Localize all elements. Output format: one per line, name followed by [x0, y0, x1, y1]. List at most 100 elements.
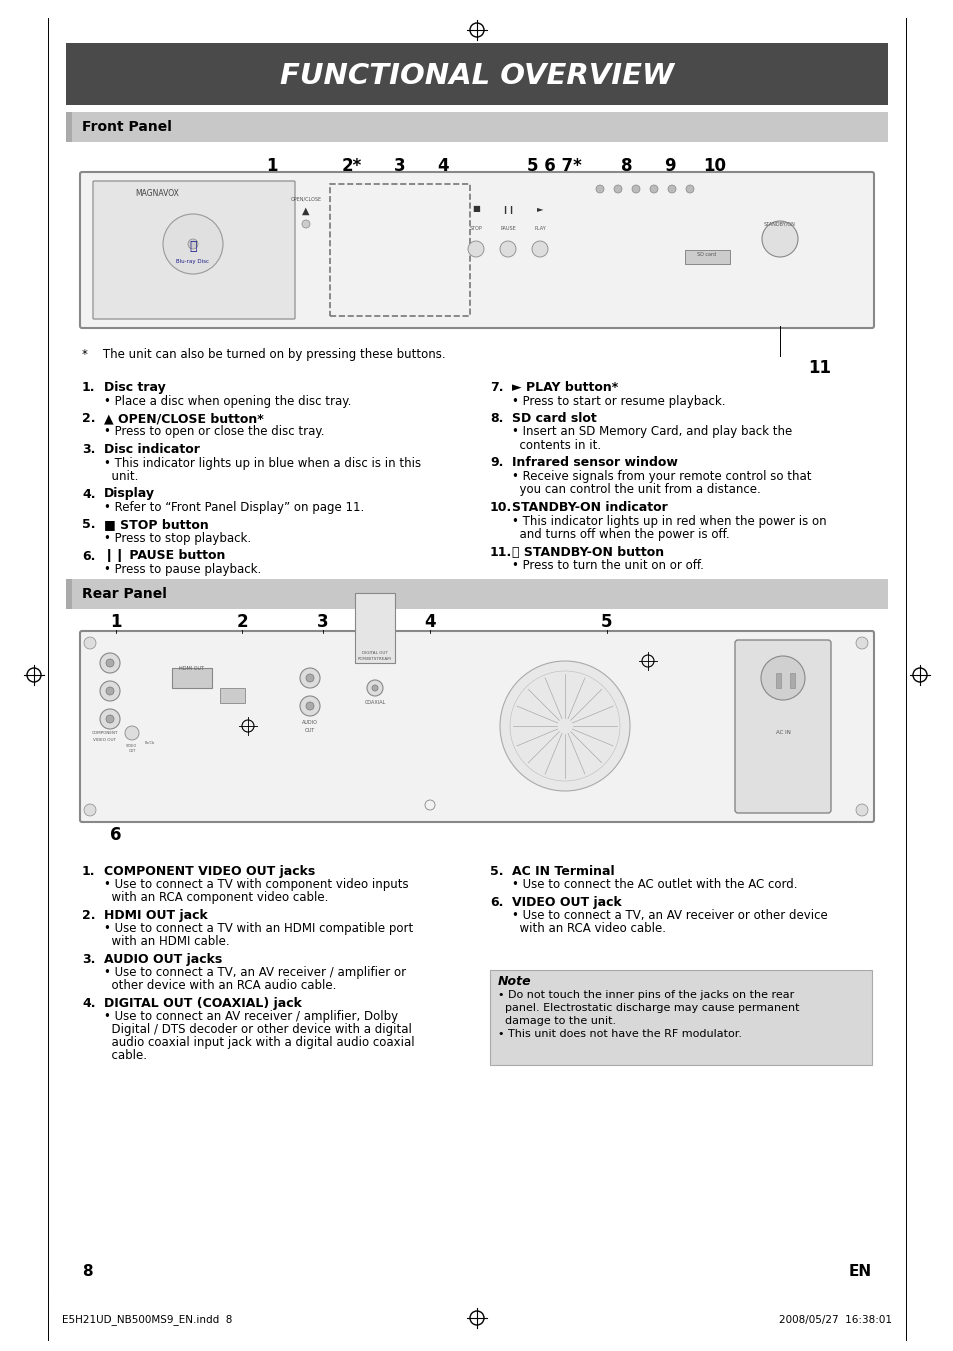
Text: 4.: 4. — [82, 488, 95, 500]
Text: • Use to connect a TV, an AV receiver / amplifier or: • Use to connect a TV, an AV receiver / … — [104, 966, 406, 979]
Circle shape — [367, 680, 382, 696]
Circle shape — [372, 685, 377, 690]
Circle shape — [100, 681, 120, 701]
Text: 1.: 1. — [82, 865, 95, 878]
FancyBboxPatch shape — [80, 172, 873, 328]
Text: cable.: cable. — [104, 1048, 147, 1062]
Text: ❙❙: ❙❙ — [500, 204, 515, 213]
Bar — [66, 43, 887, 105]
Circle shape — [106, 688, 113, 694]
Text: 3.: 3. — [82, 952, 95, 966]
Text: Pb/Cb: Pb/Cb — [145, 740, 155, 744]
Text: • Press to start or resume playback.: • Press to start or resume playback. — [512, 394, 724, 408]
Text: 9: 9 — [663, 157, 675, 176]
Circle shape — [499, 661, 629, 790]
Text: DIGITAL OUT: DIGITAL OUT — [362, 651, 388, 655]
Text: Rear Panel: Rear Panel — [82, 586, 167, 601]
Text: • Insert an SD Memory Card, and play back the: • Insert an SD Memory Card, and play bac… — [512, 426, 791, 439]
Text: MAGNAVOX: MAGNAVOX — [135, 189, 178, 199]
Text: Blu-ray Disc: Blu-ray Disc — [176, 259, 210, 265]
Text: ▲ OPEN/CLOSE button*: ▲ OPEN/CLOSE button* — [104, 412, 263, 426]
Circle shape — [596, 185, 603, 193]
Text: 1.: 1. — [82, 381, 95, 394]
Text: 2.: 2. — [82, 909, 95, 921]
Text: • Use to connect the AC outlet with the AC cord.: • Use to connect the AC outlet with the … — [512, 878, 797, 892]
Text: COMPONENT VIDEO OUT jacks: COMPONENT VIDEO OUT jacks — [104, 865, 314, 878]
Text: • Use to connect a TV with component video inputs: • Use to connect a TV with component vid… — [104, 878, 408, 892]
Text: • Place a disc when opening the disc tray.: • Place a disc when opening the disc tra… — [104, 394, 351, 408]
Text: 6: 6 — [111, 825, 122, 844]
Circle shape — [125, 725, 139, 740]
Text: • This indicator lights up in red when the power is on: • This indicator lights up in red when t… — [512, 515, 825, 527]
Circle shape — [100, 709, 120, 730]
Circle shape — [299, 696, 319, 716]
Circle shape — [685, 185, 693, 193]
Text: FUNCTIONAL OVERVIEW: FUNCTIONAL OVERVIEW — [279, 62, 674, 91]
Bar — [66, 580, 71, 609]
Text: 1: 1 — [266, 157, 277, 176]
Text: PCM/BITSTREAM: PCM/BITSTREAM — [357, 657, 392, 661]
Text: Ⓑ: Ⓑ — [189, 240, 196, 254]
Text: AC IN: AC IN — [775, 731, 790, 735]
Bar — [220, 688, 245, 703]
Text: Disc tray: Disc tray — [104, 381, 166, 394]
Circle shape — [84, 804, 96, 816]
Text: • Do not touch the inner pins of the jacks on the rear: • Do not touch the inner pins of the jac… — [497, 990, 794, 1000]
Circle shape — [631, 185, 639, 193]
Text: • Use to connect an AV receiver / amplifier, Dolby: • Use to connect an AV receiver / amplif… — [104, 1011, 397, 1023]
Text: • Press to stop playback.: • Press to stop playback. — [104, 532, 251, 544]
Circle shape — [100, 653, 120, 673]
Circle shape — [106, 715, 113, 723]
Text: Infrared sensor window: Infrared sensor window — [512, 457, 678, 470]
Text: OUT: OUT — [305, 727, 314, 732]
Text: 1: 1 — [111, 613, 122, 631]
Text: OPEN/CLOSE: OPEN/CLOSE — [290, 196, 321, 201]
Text: 6.: 6. — [490, 896, 503, 909]
Text: ►: ► — [537, 204, 542, 213]
Bar — [775, 673, 781, 688]
Circle shape — [855, 804, 867, 816]
Text: • Refer to “Front Panel Display” on page 11.: • Refer to “Front Panel Display” on page… — [104, 501, 364, 513]
Text: 5 6 7*: 5 6 7* — [526, 157, 580, 176]
Text: ■: ■ — [472, 204, 479, 213]
Text: E5H21UD_NB500MS9_EN.indd  8: E5H21UD_NB500MS9_EN.indd 8 — [62, 1315, 233, 1325]
Circle shape — [106, 659, 113, 667]
Text: PLAY: PLAY — [534, 227, 545, 231]
Text: VIDEO: VIDEO — [127, 744, 137, 748]
Bar — [330, 184, 470, 316]
Bar — [490, 970, 871, 1065]
Text: AUDIO OUT jacks: AUDIO OUT jacks — [104, 952, 222, 966]
Text: STOP: STOP — [469, 227, 482, 231]
Text: COAXIAL: COAXIAL — [364, 701, 385, 705]
Text: 10.: 10. — [490, 501, 512, 513]
Text: other device with an RCA audio cable.: other device with an RCA audio cable. — [104, 979, 336, 992]
Text: 2: 2 — [236, 613, 248, 631]
Text: 2.: 2. — [82, 412, 95, 426]
Bar — [66, 112, 887, 142]
Circle shape — [761, 222, 797, 257]
Text: 7.: 7. — [490, 381, 503, 394]
Text: DIGITAL OUT (COAXIAL) jack: DIGITAL OUT (COAXIAL) jack — [104, 997, 301, 1011]
Text: ⓞ STANDBY-ON button: ⓞ STANDBY-ON button — [512, 546, 663, 558]
Text: 8: 8 — [620, 157, 632, 176]
Circle shape — [614, 185, 621, 193]
Text: VIDEO OUT: VIDEO OUT — [93, 738, 116, 742]
Circle shape — [649, 185, 658, 193]
Text: damage to the unit.: damage to the unit. — [497, 1016, 616, 1025]
FancyBboxPatch shape — [92, 181, 294, 319]
Circle shape — [84, 638, 96, 648]
Circle shape — [532, 240, 547, 257]
Text: STANDBY-ON indicator: STANDBY-ON indicator — [512, 501, 667, 513]
Text: 11: 11 — [807, 359, 831, 377]
FancyBboxPatch shape — [734, 640, 830, 813]
Text: ■ STOP button: ■ STOP button — [104, 519, 209, 531]
Text: *    The unit can also be turned on by pressing these buttons.: * The unit can also be turned on by pres… — [82, 349, 445, 361]
Bar — [789, 673, 794, 688]
Circle shape — [302, 220, 310, 228]
Bar — [66, 580, 887, 609]
Text: 5.: 5. — [82, 519, 95, 531]
Circle shape — [760, 657, 804, 700]
Text: AC IN Terminal: AC IN Terminal — [512, 865, 614, 878]
Text: • This unit does not have the RF modulator.: • This unit does not have the RF modulat… — [497, 1029, 741, 1039]
Bar — [172, 667, 212, 688]
